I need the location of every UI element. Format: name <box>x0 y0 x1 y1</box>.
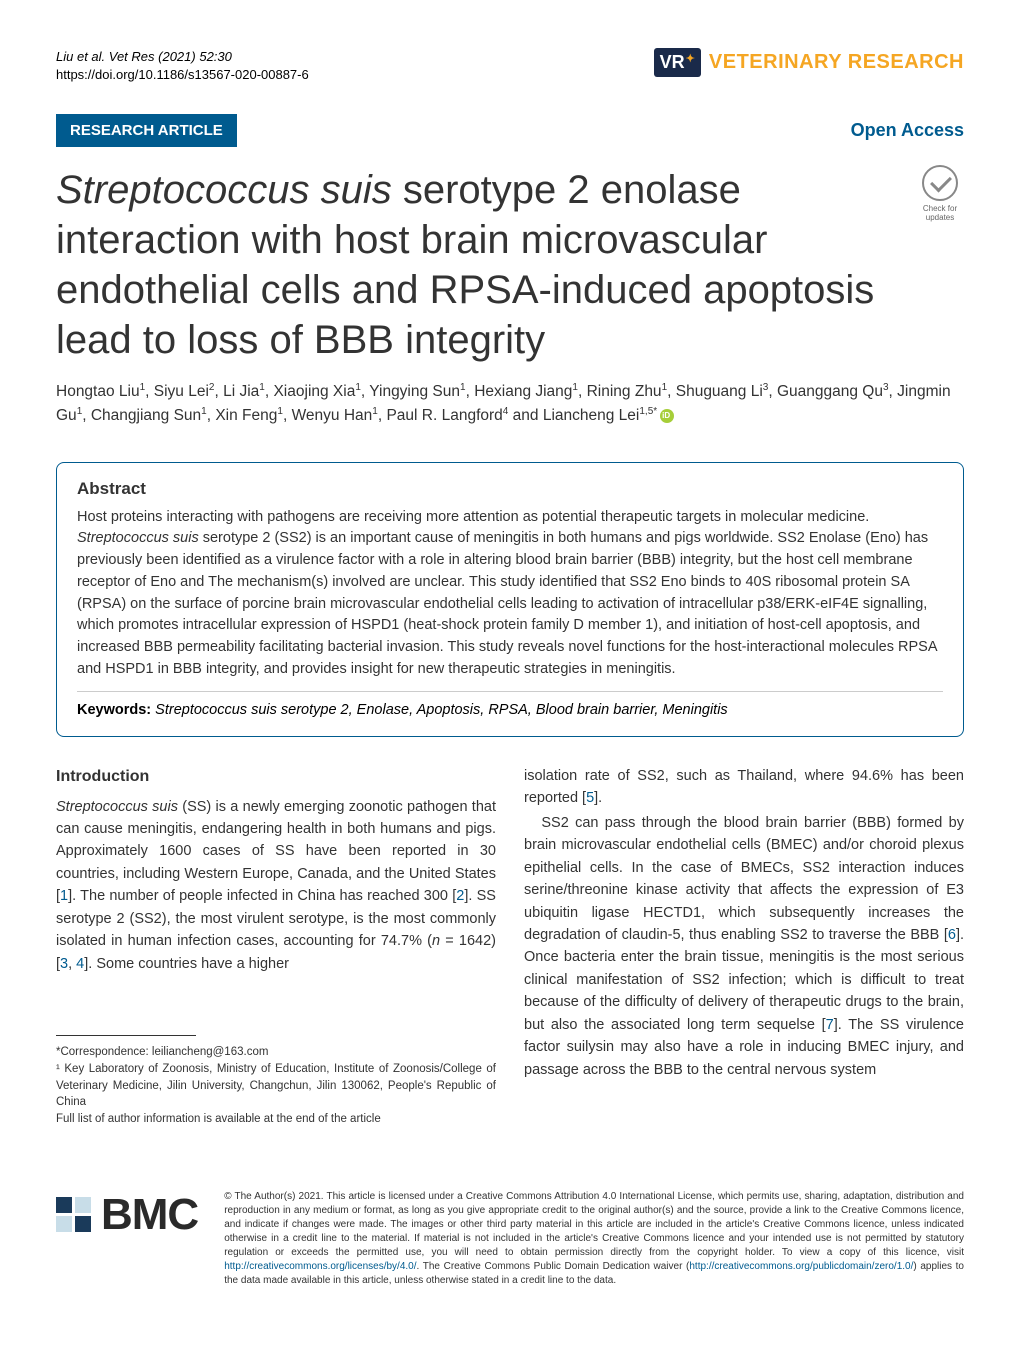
citation-etal: et al. Vet Res <box>77 49 155 64</box>
ref-comma: , <box>68 956 76 972</box>
keywords-label: Keywords: <box>77 702 151 718</box>
check-updates-button[interactable]: Check for updates <box>916 165 964 223</box>
journal-logo: VR✦ VETERINARY RESEARCH <box>654 48 964 77</box>
checkmark-icon <box>922 165 958 201</box>
keywords-row: Keywords: Streptococcus suis serotype 2,… <box>77 691 943 718</box>
keywords-rest: serotype 2, Enolase, Apoptosis, RPSA, Bl… <box>277 702 728 718</box>
title-italic: Streptococcus suis <box>56 168 392 212</box>
column-right: isolation rate of SS2, such as Thailand,… <box>524 765 964 1128</box>
citation-doi: https://doi.org/10.1186/s13567-020-00887… <box>56 66 309 84</box>
ref-3[interactable]: 3 <box>60 956 68 972</box>
ref-6[interactable]: 6 <box>948 927 956 943</box>
footnote-separator <box>56 1035 196 1036</box>
intro-t2: ]. The number of people infected in Chin… <box>68 888 456 904</box>
citation-rest: (2021) 52:30 <box>155 49 232 64</box>
ref-7[interactable]: 7 <box>826 1017 834 1033</box>
ref-5[interactable]: 5 <box>586 790 594 806</box>
open-access-label: Open Access <box>851 120 964 141</box>
bmc-logo: BMC <box>56 1190 198 1240</box>
intro-para-1: Streptococcus suis (SS) is a newly emerg… <box>56 796 496 976</box>
body-columns: Introduction Streptococcus suis (SS) is … <box>56 765 964 1128</box>
intro-para-2: SS2 can pass through the blood brain bar… <box>524 812 964 1082</box>
citation-authors: Liu <box>56 49 77 64</box>
abstract-text: Host proteins interacting with pathogens… <box>77 507 943 681</box>
intro-t5: ]. Some countries have a higher <box>84 956 289 972</box>
c2-t2: ]. <box>594 790 602 806</box>
footer: BMC © The Author(s) 2021. This article i… <box>0 1168 1020 1318</box>
abstract-italic: Streptococcus suis <box>77 530 199 546</box>
bmc-text: BMC <box>101 1190 198 1240</box>
abstract-pre: Host proteins interacting with pathogens… <box>77 509 869 525</box>
license-link-1[interactable]: http://creativecommons.org/licenses/by/4… <box>224 1261 416 1272</box>
orcid-icon[interactable] <box>660 409 674 423</box>
citation: Liu et al. Vet Res (2021) 52:30 https://… <box>56 48 309 84</box>
intro-para-cont: isolation rate of SS2, such as Thailand,… <box>524 765 964 810</box>
license-link-2[interactable]: http://creativecommons.org/publicdomain/… <box>689 1261 913 1272</box>
bmc-squares-icon <box>56 1197 91 1232</box>
ref-1[interactable]: 1 <box>60 888 68 904</box>
article-title: Streptococcus suis serotype 2 enolase in… <box>56 165 900 365</box>
check-updates-label: Check for updates <box>916 205 964 223</box>
abstract-box: Abstract Host proteins interacting with … <box>56 462 964 737</box>
license-text: © The Author(s) 2021. This article is li… <box>224 1190 964 1288</box>
affiliation-1: ¹ Key Laboratory of Zoonosis, Ministry o… <box>56 1061 496 1111</box>
intro-italic: Streptococcus suis <box>56 799 178 815</box>
lic-t2: . The Creative Commons Public Domain Ded… <box>417 1261 690 1272</box>
footnotes: *Correspondence: leiliancheng@163.com ¹ … <box>56 1044 496 1127</box>
intro-heading: Introduction <box>56 765 496 790</box>
keywords-italic: Streptococcus suis <box>155 702 277 718</box>
journal-name: VETERINARY RESEARCH <box>709 51 964 74</box>
lic-t1: © The Author(s) 2021. This article is li… <box>224 1191 964 1258</box>
article-type-badge: RESEARCH ARTICLE <box>56 114 237 147</box>
column-left: Introduction Streptococcus suis (SS) is … <box>56 765 496 1128</box>
full-author-list-note: Full list of author information is avail… <box>56 1111 496 1128</box>
abstract-heading: Abstract <box>77 479 943 499</box>
correspondence: *Correspondence: leiliancheng@163.com <box>56 1044 496 1061</box>
authors-list: Hongtao Liu1, Siyu Lei2, Li Jia1, Xiaoji… <box>56 379 964 427</box>
vr-badge-icon: VR✦ <box>654 48 701 77</box>
vr-badge-text: VR <box>660 52 685 73</box>
c2-t3: SS2 can pass through the blood brain bar… <box>524 815 964 943</box>
abstract-post: serotype 2 (SS2) is an important cause o… <box>77 530 937 677</box>
intro-n: n <box>432 933 440 949</box>
